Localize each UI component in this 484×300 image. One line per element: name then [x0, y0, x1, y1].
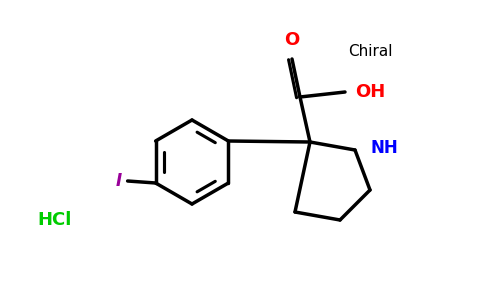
Text: HCl: HCl — [38, 211, 72, 229]
Text: Chiral: Chiral — [348, 44, 392, 59]
Text: NH: NH — [371, 139, 399, 157]
Text: O: O — [285, 31, 300, 49]
Text: OH: OH — [355, 83, 385, 101]
Text: I: I — [116, 172, 121, 190]
